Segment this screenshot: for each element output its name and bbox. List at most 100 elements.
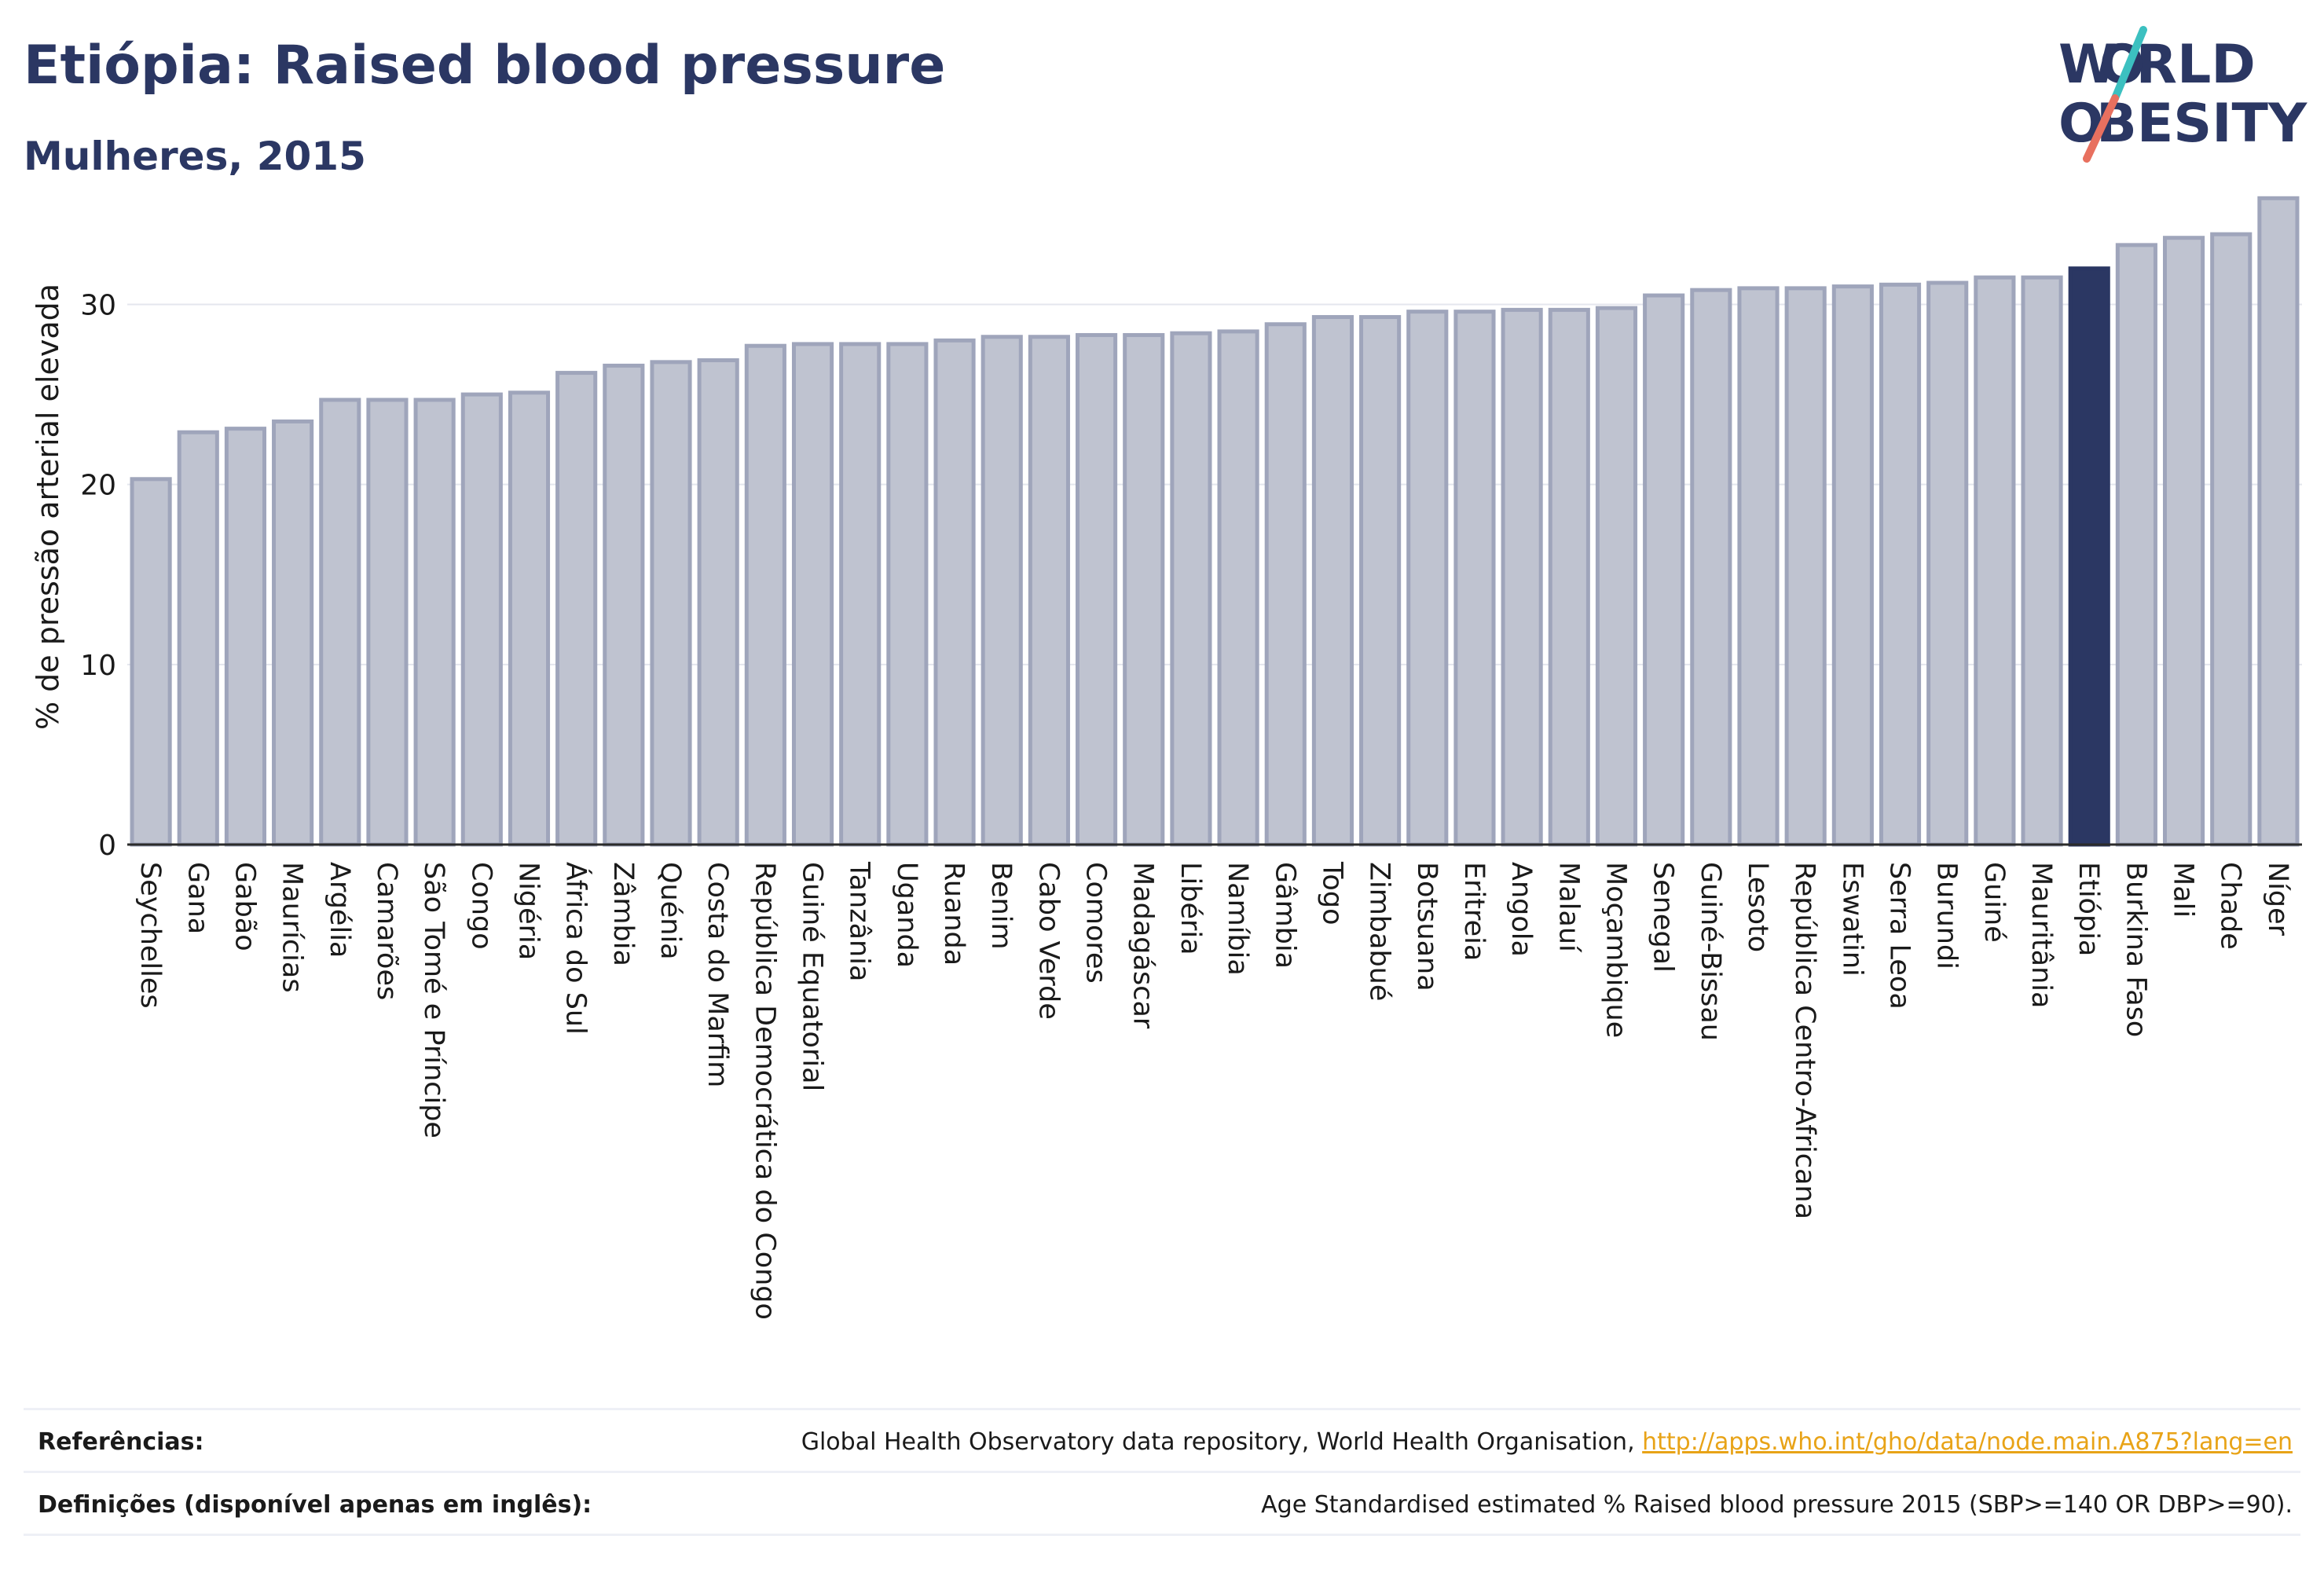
bar-44 <box>2210 232 2253 847</box>
bar-32 <box>1643 293 1685 847</box>
x-tick-label: Gana <box>181 862 213 934</box>
chart-subtitle: Mulheres, 2015 <box>24 134 366 179</box>
definitions-text: Age Standardised estimated % Raised bloo… <box>1261 1491 2293 1519</box>
bar-12 <box>697 358 739 847</box>
bar-27 <box>1406 310 1449 847</box>
x-tick-label: Costa do Marfim <box>702 862 733 1087</box>
x-tick-label: Camarões <box>371 862 402 1000</box>
x-tick-label: Lesoto <box>1742 862 1773 952</box>
bar-41 <box>2068 266 2110 847</box>
x-axis: Seychelles Gana Gabão Maurícias Argélia Camar… <box>127 843 2302 1320</box>
x-tick-label: Gabão <box>229 862 260 951</box>
bar-5 <box>366 398 409 847</box>
x-tick-label: Burkina Faso <box>2120 862 2151 1037</box>
logo-obesity-text: BESITY <box>2096 93 2308 155</box>
y-tick-label: 10 <box>80 650 116 682</box>
logo-world-text: W RLD <box>2058 34 2256 96</box>
x-tick-label: Libéria <box>1175 862 1206 955</box>
x-tick-label: Zimbabué <box>1364 862 1395 1001</box>
chart-title: Etiópia: Raised blood pressure <box>24 35 946 97</box>
y-tick-label: 20 <box>80 470 116 502</box>
bar-42 <box>2115 243 2157 847</box>
bar-11 <box>650 360 692 847</box>
bar-30 <box>1548 307 1590 847</box>
bar-7 <box>460 392 503 847</box>
bar-13 <box>744 343 786 847</box>
references-link[interactable]: http://apps.who.int/gho/data/node.main.A… <box>1642 1428 2293 1456</box>
x-tick-label: Senegal <box>1648 862 1679 973</box>
x-tick-label: Ruanda <box>938 862 970 966</box>
footer-divider-bottom <box>24 1534 2300 1536</box>
bar-34 <box>1737 286 1780 847</box>
x-tick-label: Namíbia <box>1222 862 1253 976</box>
x-tick-label: Comores <box>1080 862 1112 984</box>
y-axis-label: % de pressão arterial elevada <box>31 284 65 730</box>
x-tick-label: Cabo Verde <box>1032 862 1064 1020</box>
x-tick-label: Botsuana <box>1411 862 1442 991</box>
bar-39 <box>1974 275 2016 847</box>
bar-3 <box>272 419 314 847</box>
x-tick-label: Argélia <box>324 862 355 958</box>
bar-40 <box>2021 275 2063 847</box>
logo-slash-coral <box>2083 94 2119 163</box>
bar-22 <box>1170 331 1212 847</box>
bar-29 <box>1501 307 1543 847</box>
bar-35 <box>1784 286 1827 847</box>
footer-divider-middle <box>24 1471 2300 1473</box>
y-tick-label: 30 <box>80 290 116 322</box>
x-tick-label: Nigéria <box>512 862 544 960</box>
x-tick-label: Serra Leoa <box>1884 862 1915 1010</box>
bar-25 <box>1311 315 1354 847</box>
x-tick-label: República Democrática do Congo <box>749 862 780 1320</box>
bar-21 <box>1123 332 1165 847</box>
bar-26 <box>1359 315 1402 847</box>
bar-43 <box>2162 236 2205 847</box>
bar-20 <box>1075 332 1118 847</box>
bar-2 <box>224 427 267 847</box>
bar-15 <box>839 342 882 847</box>
bar-1 <box>177 430 219 847</box>
bar-9 <box>555 371 598 847</box>
x-tick-label: Mauritânia <box>2025 862 2057 1008</box>
bar-0 <box>130 477 172 847</box>
x-tick-label: Zâmbia <box>607 862 639 966</box>
x-tick-label: Chade <box>2215 862 2246 950</box>
x-tick-label: Angola <box>1505 862 1537 957</box>
x-tick-label: São Tomé e Príncipe <box>418 862 449 1138</box>
x-tick-label: Etiópia <box>2073 862 2104 956</box>
x-tick-label: Mali <box>2168 862 2199 918</box>
x-tick-label: Quénia <box>654 862 686 960</box>
x-tick-label: Togo <box>1316 861 1347 925</box>
x-tick-label: Uganda <box>891 862 922 968</box>
x-tick-label: Guiné <box>1978 862 2010 943</box>
x-tick-label: Benim <box>985 862 1017 950</box>
x-tick-label: Guiné-Bissau <box>1695 862 1726 1041</box>
x-tick-label: Níger <box>2262 862 2293 936</box>
bar-45 <box>2257 196 2300 847</box>
bar-19 <box>1028 335 1070 847</box>
x-tick-label: Tanzânia <box>844 861 875 981</box>
x-tick-label: Burundi <box>1931 862 1963 969</box>
bar-38 <box>1926 280 1969 847</box>
references-text: Global Health Observatory data repositor… <box>801 1428 1643 1456</box>
bar-10 <box>603 363 645 847</box>
bar-6 <box>413 398 456 847</box>
x-tick-label: Guiné Equatorial <box>797 862 828 1091</box>
bar-8 <box>508 390 551 847</box>
x-tick-label: Gâmbia <box>1269 862 1300 969</box>
definitions-label: Definições (disponível apenas em inglês)… <box>38 1491 592 1519</box>
bar-37 <box>1879 282 1922 847</box>
x-tick-label: Malauí <box>1552 862 1584 953</box>
bar-17 <box>933 338 976 847</box>
bar-chart: 0 10 20 30 Seychelles Gana Gabão Maurícias Argé… <box>31 196 2302 1320</box>
x-tick-label: Madagáscar <box>1127 862 1159 1029</box>
references-value: Global Health Observatory data repositor… <box>801 1428 2293 1456</box>
bar-33 <box>1690 288 1732 847</box>
bars <box>130 196 2300 847</box>
bar-24 <box>1264 322 1307 847</box>
references-label: Referências: <box>38 1428 204 1456</box>
bar-36 <box>1831 284 1874 847</box>
world-obesity-logo: W RLD O BESITY O <box>2058 26 2308 163</box>
footer-divider-top <box>24 1408 2300 1410</box>
x-tick-label: Eswatini <box>1836 862 1868 977</box>
